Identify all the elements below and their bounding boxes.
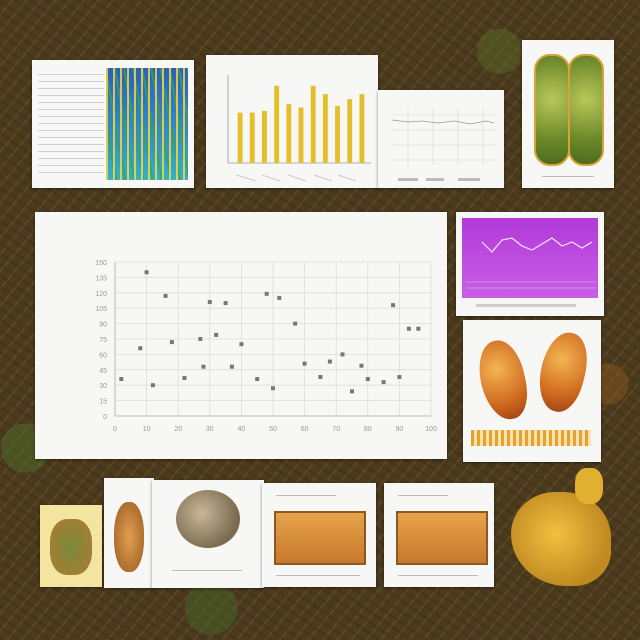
scatter-point — [340, 352, 345, 357]
document-card-line-chart — [378, 90, 504, 188]
main-chart-card: 0 15 30 45 60 75 90 105 120 135 150 0 10 20 30 40 50 60 7… — [35, 212, 447, 459]
purple-line-series — [481, 237, 593, 253]
scatter-point — [144, 270, 149, 275]
x-tick-label: 70 — [332, 426, 340, 433]
bar — [262, 110, 267, 163]
x-tick-label: 30 — [206, 426, 214, 433]
scatter-point — [198, 337, 203, 341]
color-strip — [471, 430, 591, 446]
bar — [310, 85, 316, 163]
text-lines — [38, 68, 104, 178]
scatter-point — [302, 361, 307, 366]
scatter-chart: 0 15 30 45 60 75 90 105 120 135 150 0 10 20 30 40 50 60 7… — [95, 260, 437, 433]
scatter-point — [150, 383, 155, 388]
scatter-point — [163, 293, 168, 298]
x-tick-label: 80 — [364, 426, 372, 433]
document-card-specimen-photo — [522, 40, 614, 188]
specimen-blob — [50, 519, 92, 575]
bar — [274, 85, 280, 163]
heatmap-image — [106, 68, 188, 180]
scatter-point — [350, 389, 354, 394]
y-tick-label: 90 — [99, 322, 107, 329]
bar — [359, 94, 365, 163]
scatter-point — [293, 321, 298, 326]
document-card-figure — [104, 478, 154, 588]
x-tick-label: 50 — [269, 426, 277, 433]
y-tick-label: 120 — [95, 291, 107, 298]
gourd-neck — [575, 468, 603, 504]
shell-illustration — [176, 490, 240, 548]
scatter-point — [391, 303, 396, 308]
y-tick-label: 30 — [99, 383, 107, 390]
scatter-point — [182, 376, 187, 381]
scatter-point — [223, 301, 228, 306]
scatter-point — [327, 359, 332, 364]
scatter-point — [416, 326, 421, 331]
pickle-specimen-left — [534, 54, 570, 166]
scatter-point — [381, 380, 386, 385]
bar — [249, 112, 255, 163]
seed-illustration-left — [473, 336, 533, 424]
y-tick-label: 45 — [99, 368, 107, 375]
document-card-orange-panel-2 — [384, 483, 494, 587]
scatter-point — [138, 346, 143, 351]
purple-plot-panel — [462, 218, 598, 298]
y-tick-label: 15 — [99, 399, 107, 406]
purple-line-chart — [466, 237, 596, 307]
y-tick-label: 150 — [95, 260, 107, 267]
y-tick-label: 105 — [95, 306, 107, 313]
scatter-point — [264, 291, 269, 296]
document-card-seed-illustration — [463, 320, 601, 462]
bar — [347, 99, 353, 163]
bar — [286, 104, 292, 163]
y-tick-label: 0 — [103, 414, 107, 421]
x-tick-label: 10 — [143, 426, 151, 433]
scatter-point — [318, 374, 323, 379]
scatter-point — [397, 374, 402, 379]
scatter-point — [207, 300, 212, 305]
document-card-fragment — [40, 505, 102, 587]
x-tick-label: 60 — [301, 426, 309, 433]
bar — [322, 94, 328, 163]
y-tick-label: 135 — [95, 275, 107, 282]
scatter-point — [214, 332, 219, 337]
orange-plot-panel — [396, 511, 488, 565]
y-tick-label: 75 — [99, 337, 107, 344]
scatter-point — [119, 377, 124, 382]
gourd-illustration — [505, 462, 617, 590]
line-chart — [390, 108, 496, 181]
x-tick-label: 20 — [174, 426, 182, 433]
orange-plot-panel — [274, 511, 366, 565]
scatter-point — [406, 326, 411, 331]
scatter-point — [201, 364, 206, 369]
document-card-bar-chart — [206, 55, 378, 188]
bar — [335, 105, 340, 163]
scatter-point — [229, 364, 234, 369]
scatter-point — [277, 295, 282, 300]
x-tick-label: 40 — [238, 426, 246, 433]
bar — [237, 112, 243, 163]
scatter-point — [255, 377, 260, 382]
y-tick-label: 60 — [99, 352, 107, 359]
document-card-shell — [152, 480, 264, 588]
bar — [298, 107, 304, 163]
x-tick-label: 0 — [113, 426, 117, 433]
scatter-point — [359, 363, 364, 368]
scatter-point — [271, 386, 275, 391]
bar-chart — [227, 75, 371, 182]
scatter-point — [239, 342, 244, 347]
seed-illustration-right — [531, 327, 595, 417]
scatter-point — [169, 340, 174, 345]
line-series — [391, 119, 495, 125]
figure-illustration — [114, 502, 144, 572]
document-card-purple-chart — [456, 212, 604, 316]
gourd-shape — [511, 492, 611, 586]
pickle-specimen-right — [568, 54, 604, 166]
document-card-orange-panel-1 — [262, 483, 376, 587]
document-card-heatmap — [32, 60, 194, 188]
scatter-point — [365, 377, 370, 382]
x-tick-label: 100 — [425, 426, 437, 433]
x-tick-label: 90 — [396, 426, 404, 433]
